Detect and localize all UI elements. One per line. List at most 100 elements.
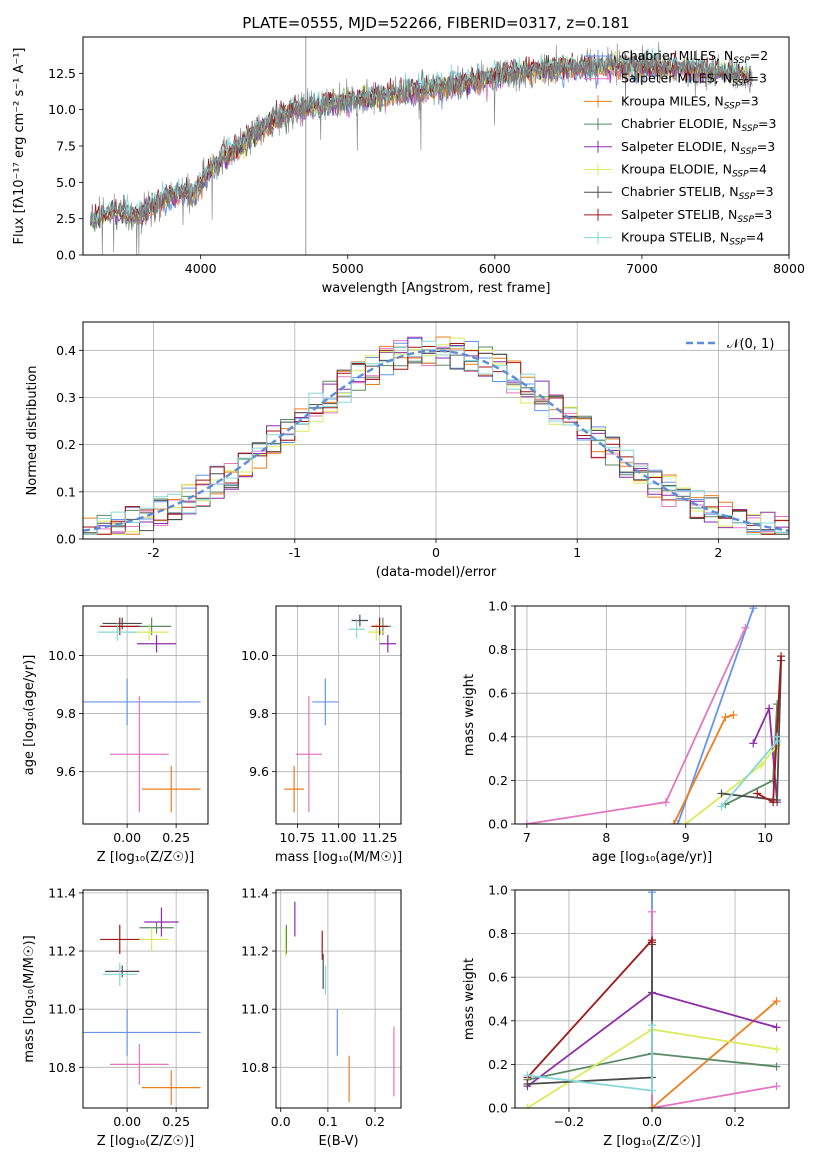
x-axis-label: Z [log₁₀(Z/Z☉)] (97, 850, 194, 865)
tick-label-x: 0.1 (318, 1114, 338, 1129)
tick-label-y: 0.8 (488, 926, 508, 941)
tick-label-x: 0.00 (113, 830, 141, 845)
panel-age-z: 0.00 0.25 9.6 9.8 10.0 Z [log₁₀(Z/Z☉)] age [lo… (22, 605, 209, 865)
tick-label-y: 11.2 (48, 944, 76, 959)
tick-label-y: 0.2 (56, 437, 76, 452)
tick-label-x: 6000 (479, 261, 511, 276)
tick-label-x: 10 (757, 830, 773, 845)
tick-label-x: −0.2 (554, 1114, 584, 1129)
axes-frame (82, 36, 790, 256)
tick-label-x: 8000 (773, 261, 805, 276)
y-axis-label: mass [log₁₀(M/M☉)] (22, 935, 37, 1062)
tick-label-x: -2 (147, 545, 159, 560)
tick-label-y: 9.6 (56, 764, 76, 779)
tick-label-y: 0.4 (56, 343, 76, 358)
tick-label-x: 10.75 (279, 830, 315, 845)
legend-label: 𝒩(0, 1) (727, 337, 774, 352)
x-axis-label: (data-model)/error (376, 565, 497, 580)
x-axis-label: Z [log₁₀(Z/Z☉)] (97, 1134, 194, 1149)
tick-label-y: 10.0 (48, 648, 76, 663)
tick-label-x: 0.2 (725, 1114, 745, 1129)
weight-line (651, 1000, 778, 1108)
tick-label-x: 11.00 (321, 830, 357, 845)
legend-item-label: Salpeter MILES, NSSP=3 (621, 71, 767, 89)
plot-area (83, 907, 201, 1106)
y-axis-label: mass weight (462, 958, 477, 1040)
tick-label-y: 10.8 (48, 1060, 76, 1075)
legend-item-label: Salpeter ELODIE, NSSP=3 (621, 139, 775, 157)
legend-item-label: Kroupa MILES, NSSP=3 (621, 93, 759, 111)
legend-item-label: Chabrier STELIB, NSSP=3 (621, 184, 774, 202)
tick-label-y: 9.8 (249, 706, 269, 721)
plot-area (83, 617, 201, 813)
tick-label-y: 10.0 (241, 648, 269, 663)
axes-frame (514, 889, 790, 1109)
axes-frame (275, 889, 402, 1109)
tick-label-y: 0.0 (56, 248, 76, 263)
panel-residuals: -2 -1 0 1 2 0.0 0.1 0.2 0.3 0.4 (data-model)/error… (25, 321, 790, 580)
tick-label-x: 9 (682, 830, 690, 845)
tick-label-y: 0.4 (488, 1013, 508, 1028)
x-axis-label: E(B-V) (318, 1134, 358, 1149)
x-axis-label: Z [log₁₀(Z/Z☉)] (603, 1134, 700, 1149)
tick-label-x: 0.2 (365, 1114, 385, 1129)
tick-label-x: 8 (602, 830, 610, 845)
legend-subscript: SSP (740, 147, 757, 157)
tick-label-y: 10.0 (48, 102, 76, 117)
tick-label-y: 9.6 (249, 764, 269, 779)
tick-label-x: -1 (289, 545, 301, 560)
tick-label-y: 0.6 (488, 970, 508, 985)
panel-weight-z: −0.2 0.0 0.2 0.0 0.2 0.4 0.6 0.8 1.0 Z [log₁₀(Z/Z… (462, 883, 790, 1149)
tick-label-y: 11.0 (241, 1002, 269, 1017)
tick-label-y: 0.2 (488, 1057, 508, 1072)
panel-age-mass: 10.75 11.00 11.25 9.6 9.8 10.0 mass [log₁₀(M/M… (241, 605, 402, 865)
tick-label-y: 11.0 (48, 1002, 76, 1017)
legend-nssp: =3 (758, 116, 776, 131)
tick-label-x: 5000 (332, 261, 364, 276)
plot-area (284, 614, 397, 813)
tick-label-x: 0 (432, 545, 440, 560)
legend-item-label: Kroupa STELIB, NSSP=4 (621, 230, 764, 248)
legend-item-label: Salpeter STELIB, NSSP=3 (621, 207, 772, 225)
tick-label-y: 12.5 (48, 66, 76, 81)
tick-label-y: 0.3 (56, 390, 76, 405)
tick-label-y: 5.0 (56, 175, 76, 190)
tick-label-y: 11.4 (241, 885, 269, 900)
axes-frame (82, 605, 209, 825)
weight-line (721, 660, 782, 802)
legend-subscript: SSP (732, 170, 749, 180)
tick-label-y: 0.0 (488, 817, 508, 832)
plot-area (523, 890, 781, 1108)
x-axis-label: age [log₁₀(age/yr)] (592, 850, 713, 865)
legend-nssp: =3 (749, 71, 767, 86)
tick-label-y: 1.0 (488, 883, 508, 898)
figure-title: PLATE=0555, MJD=52266, FIBERID=0317, z=0… (242, 14, 629, 32)
plot-area (522, 606, 786, 824)
tick-label-x: 11.25 (362, 830, 398, 845)
axes-frame (82, 889, 209, 1109)
legend: Chabrier MILES, NSSP=2 Salpeter MILES, NS… (584, 48, 776, 248)
legend-subscript: SSP (724, 101, 741, 111)
legend-subscript: SSP (733, 56, 750, 66)
tick-label-y: 1.0 (488, 599, 508, 614)
y-axis-label: age [log₁₀(age/yr)] (22, 655, 37, 776)
legend-subscript: SSP (732, 79, 749, 89)
tick-label-y: 0.2 (488, 773, 508, 788)
legend-nssp: =3 (757, 139, 775, 154)
y-axis-label: Normed distribution (25, 366, 40, 496)
legend-subscript: SSP (739, 192, 756, 202)
tick-label-y: 9.8 (56, 706, 76, 721)
panel-mass-ebv: 0.0 0.1 0.2 10.8 11.0 11.2 11.4 E(B-V) (241, 885, 402, 1149)
y-axis-label: mass weight (462, 674, 477, 756)
legend-nssp: =3 (755, 184, 773, 199)
tick-label-y: 2.5 (56, 211, 76, 226)
x-axis-label: mass [log₁₀(M/M☉)] (275, 850, 402, 865)
spectrum-data-line (90, 41, 753, 255)
legend-item-label: Chabrier MILES, NSSP=2 (621, 48, 768, 66)
tick-label-x: 7 (523, 830, 531, 845)
tick-label-x: 0.0 (642, 1114, 662, 1129)
tick-label-x: 0.25 (162, 1114, 190, 1129)
tick-label-y: 0.0 (56, 532, 76, 547)
tick-label-y: 10.8 (241, 1060, 269, 1075)
